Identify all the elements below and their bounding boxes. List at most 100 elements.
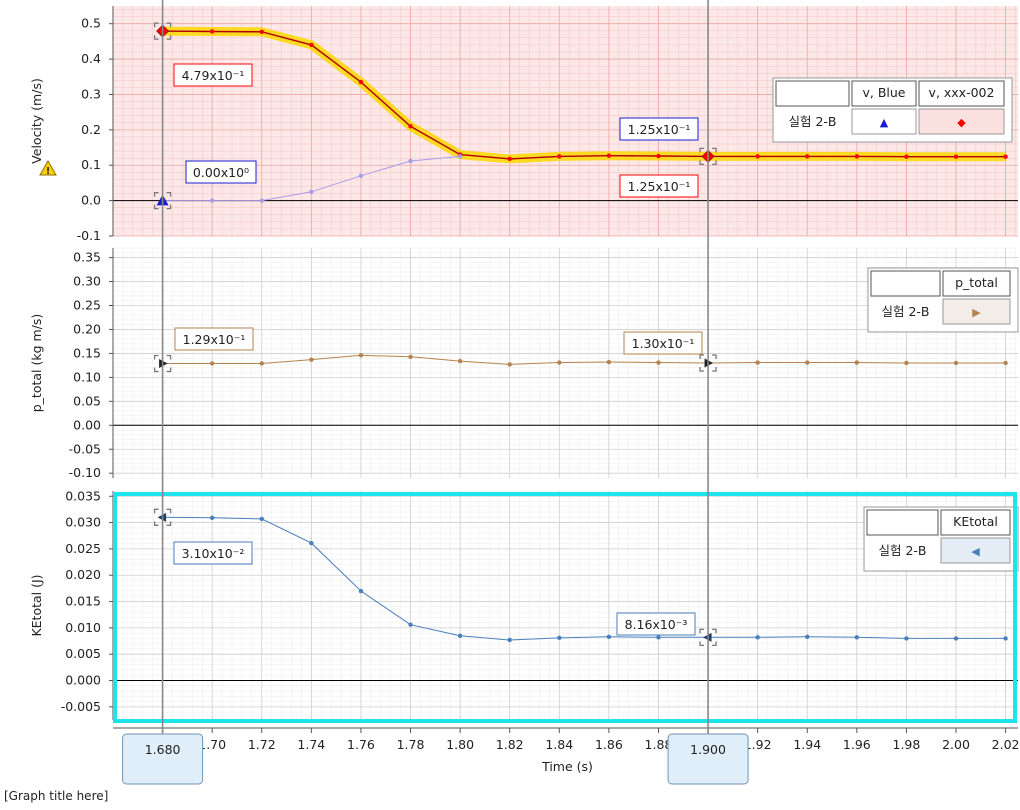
cursor-marker-bracket[interactable] bbox=[153, 354, 172, 373]
x-tick-label: 1.84 bbox=[545, 737, 573, 752]
cursor-marker-bracket[interactable] bbox=[153, 508, 172, 526]
data-point[interactable] bbox=[904, 636, 909, 641]
data-point[interactable] bbox=[507, 637, 512, 643]
data-point[interactable] bbox=[557, 360, 562, 365]
legend-header-cell[interactable] bbox=[942, 270, 1011, 297]
data-point[interactable] bbox=[805, 154, 810, 159]
data-point[interactable] bbox=[309, 189, 314, 194]
data-point[interactable] bbox=[755, 154, 760, 159]
data-point[interactable] bbox=[1003, 636, 1008, 641]
data-point[interactable] bbox=[259, 361, 264, 366]
time-cursor[interactable]: 1.900 bbox=[667, 0, 749, 785]
legend-symbol-cell[interactable] bbox=[940, 537, 1011, 564]
data-value-label[interactable]: 8.16x10⁻³ bbox=[616, 612, 696, 636]
data-point[interactable] bbox=[408, 622, 413, 627]
time-cursor[interactable]: 1.680 bbox=[122, 0, 204, 785]
legend[interactable]: v, Blue v, xxx-002 실험 2-B ▲ ◆ bbox=[772, 77, 1013, 143]
cursor-marker-bracket[interactable] bbox=[153, 22, 172, 40]
data-point[interactable] bbox=[457, 154, 463, 159]
data-point[interactable] bbox=[358, 353, 364, 358]
data-point[interactable] bbox=[606, 359, 612, 365]
cursor-marker-bracket[interactable] bbox=[699, 628, 717, 646]
cursor-marker-bracket[interactable] bbox=[153, 191, 172, 210]
graph-panel-1[interactable]: 0.5 0.4 0.3 0.2 0.1 0.0 -0.1 Velocity (m/s)! v, … bbox=[29, 6, 1018, 243]
data-point[interactable] bbox=[408, 354, 413, 359]
data-point[interactable] bbox=[656, 360, 661, 365]
data-point[interactable] bbox=[606, 153, 612, 158]
data-point[interactable] bbox=[259, 29, 264, 35]
series-line[interactable] bbox=[162, 354, 1006, 365]
data-point[interactable] bbox=[507, 362, 512, 367]
data-point[interactable] bbox=[904, 360, 909, 366]
cursor-readout[interactable] bbox=[122, 733, 204, 785]
data-point[interactable] bbox=[755, 635, 760, 640]
series-p-total[interactable] bbox=[153, 353, 1008, 373]
graph-title[interactable]: [Graph title here] bbox=[4, 789, 109, 803]
data-point[interactable] bbox=[656, 153, 661, 159]
data-point[interactable] bbox=[259, 198, 264, 203]
data-point[interactable] bbox=[1003, 154, 1008, 159]
data-point[interactable] bbox=[209, 29, 215, 34]
series-line[interactable] bbox=[162, 30, 1006, 160]
warning-triangle-icon[interactable]: ! bbox=[39, 159, 57, 177]
data-point[interactable] bbox=[557, 635, 562, 641]
data-point[interactable] bbox=[309, 42, 314, 48]
legend[interactable]: KEtotal 실험 2-B ◀ bbox=[863, 506, 1019, 572]
data-value-label[interactable]: 4.79x10⁻¹ bbox=[173, 63, 253, 87]
data-point[interactable] bbox=[953, 360, 959, 366]
data-point[interactable] bbox=[606, 634, 612, 640]
series-ketotal[interactable] bbox=[153, 508, 1008, 646]
series-line[interactable] bbox=[162, 516, 1006, 641]
cursor-readout[interactable] bbox=[667, 733, 749, 785]
data-point[interactable] bbox=[805, 360, 810, 365]
legend-symbol-cell[interactable] bbox=[918, 108, 1005, 135]
data-point[interactable] bbox=[755, 360, 760, 365]
data-point[interactable] bbox=[854, 635, 860, 640]
data-point[interactable] bbox=[408, 158, 413, 164]
data-value-label[interactable]: 1.30x10⁻¹ bbox=[623, 331, 703, 355]
data-point[interactable] bbox=[358, 173, 364, 179]
cursor-marker-bracket[interactable] bbox=[699, 147, 717, 166]
data-point[interactable] bbox=[953, 154, 959, 159]
data-point[interactable] bbox=[457, 358, 463, 364]
data-point[interactable] bbox=[805, 634, 810, 640]
legend-header-cell[interactable] bbox=[940, 509, 1011, 536]
data-point[interactable] bbox=[457, 633, 463, 638]
legend[interactable]: p_total 실험 2-B ▶ bbox=[867, 267, 1019, 333]
data-value-label[interactable]: 1.25x10⁻¹ bbox=[619, 174, 699, 198]
data-point[interactable] bbox=[507, 156, 512, 162]
data-point[interactable] bbox=[209, 515, 215, 521]
legend-header-cell[interactable] bbox=[918, 80, 1005, 107]
data-point[interactable] bbox=[358, 79, 364, 85]
data-point[interactable] bbox=[358, 588, 364, 594]
data-point[interactable] bbox=[557, 154, 562, 159]
data-point[interactable] bbox=[209, 198, 215, 203]
cursor-marker-bracket[interactable] bbox=[699, 354, 717, 372]
data-point[interactable] bbox=[854, 154, 860, 159]
x-axis[interactable]: 1.681.701.721.741.761.781.801.821.841.86… bbox=[113, 727, 1020, 774]
legend-header-cell[interactable] bbox=[870, 270, 941, 297]
data-value-label[interactable]: 1.25x10⁻¹ bbox=[619, 117, 699, 141]
data-point[interactable] bbox=[309, 357, 314, 362]
data-point[interactable] bbox=[1003, 360, 1008, 366]
legend-symbol-cell[interactable] bbox=[942, 298, 1011, 325]
legend-header-cell[interactable] bbox=[851, 80, 917, 107]
graph-panel-3[interactable]: 0.035 0.030 0.025 0.020 0.015 0.010 0.005 0.000… bbox=[29, 488, 1019, 723]
data-point[interactable] bbox=[309, 540, 314, 546]
data-value-label[interactable]: 0.00x10⁰ bbox=[185, 160, 257, 184]
data-point[interactable] bbox=[904, 154, 909, 159]
data-point[interactable] bbox=[854, 360, 860, 365]
data-point[interactable] bbox=[408, 124, 413, 129]
legend-header-cell[interactable] bbox=[775, 80, 850, 107]
data-value-label[interactable]: 3.10x10⁻² bbox=[173, 541, 253, 565]
graph-panel-2[interactable]: 0.35 0.30 0.25 0.20 0.15 0.10 0.05 0.00 -0.05 -0.… bbox=[29, 247, 1019, 480]
data-point[interactable] bbox=[259, 516, 264, 522]
series-v-blue[interactable] bbox=[153, 154, 463, 210]
data-value-label[interactable]: 1.29x10⁻¹ bbox=[174, 327, 254, 351]
data-point[interactable] bbox=[656, 635, 661, 640]
legend-symbol-cell[interactable] bbox=[851, 108, 917, 135]
data-point[interactable] bbox=[953, 636, 959, 641]
data-point[interactable] bbox=[209, 361, 215, 366]
legend-header-cell[interactable] bbox=[866, 509, 939, 536]
